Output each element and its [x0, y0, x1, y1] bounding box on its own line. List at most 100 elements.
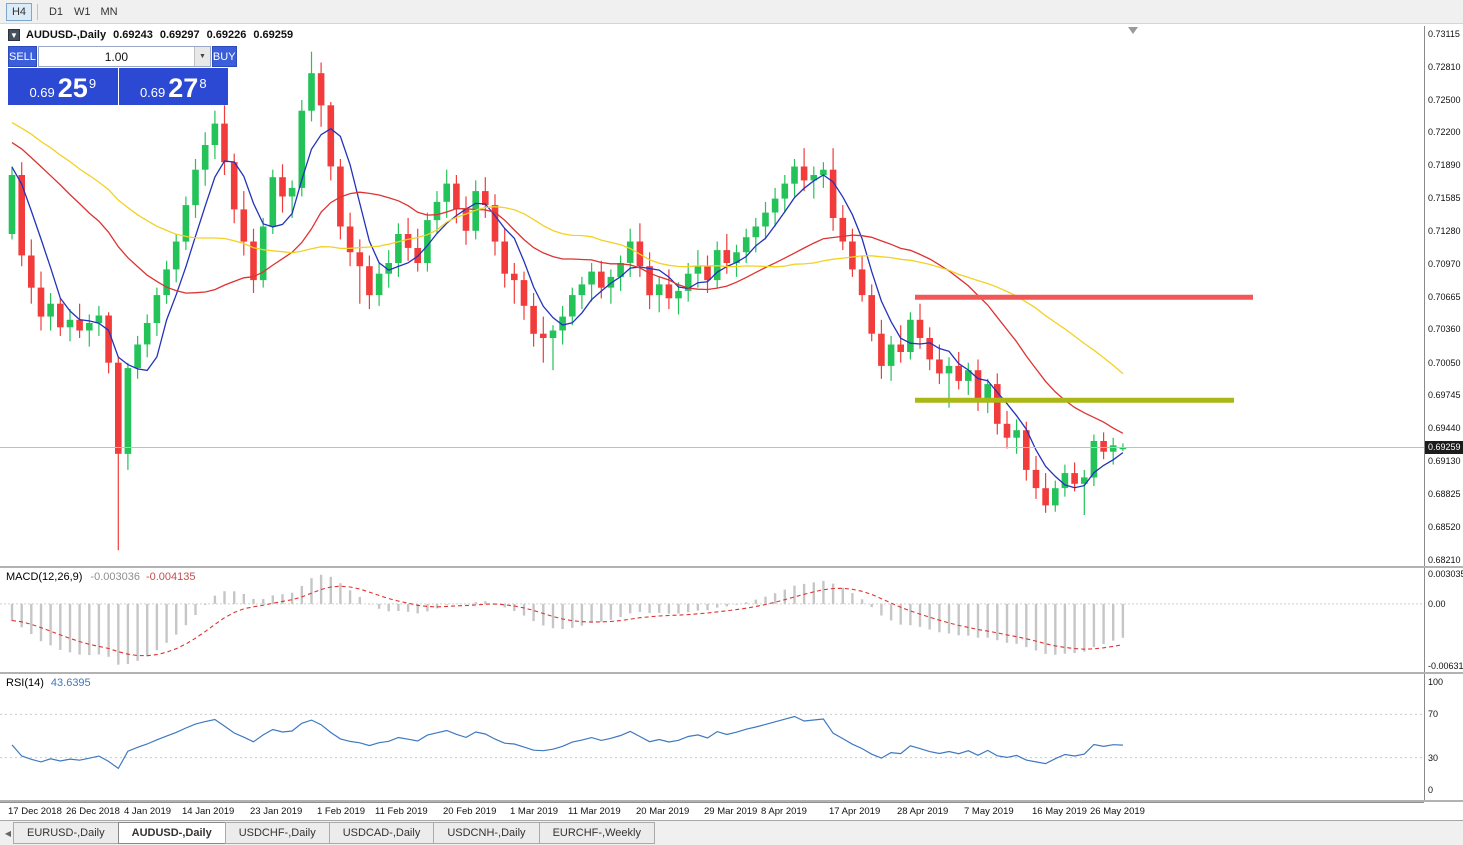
candle[interactable] [965, 362, 972, 395]
candle[interactable] [1090, 434, 1098, 487]
candle[interactable] [858, 255, 866, 302]
candle[interactable] [47, 293, 54, 331]
candle[interactable] [897, 325, 904, 363]
panel-divider-rsi-axis[interactable] [0, 800, 1463, 802]
chart-shift-marker-icon[interactable] [1128, 27, 1138, 34]
candle[interactable] [878, 319, 885, 379]
candle[interactable] [1100, 432, 1107, 460]
chart-tab-eurusd-daily[interactable]: EURUSD-,Daily [13, 822, 119, 844]
candle[interactable] [182, 196, 190, 251]
candle[interactable] [578, 276, 586, 310]
candle[interactable] [569, 287, 576, 326]
candle[interactable] [356, 239, 364, 304]
candle[interactable] [414, 228, 421, 272]
candle[interactable] [424, 212, 431, 272]
one-click-collapse-icon[interactable]: ▼ [8, 29, 20, 41]
candle[interactable] [8, 166, 16, 240]
candle[interactable] [984, 378, 991, 414]
chart-tab-eurchf-weekly[interactable]: EURCHF-,Weekly [538, 822, 655, 844]
rsi-scale[interactable]: 100 70 30 0 [1424, 674, 1463, 800]
candle[interactable] [443, 169, 450, 218]
candle[interactable] [849, 228, 856, 277]
candle[interactable] [530, 293, 537, 347]
candle[interactable] [230, 153, 238, 224]
candle[interactable] [221, 105, 228, 175]
candle[interactable] [684, 263, 692, 302]
candle[interactable] [1032, 456, 1040, 499]
candle[interactable] [1023, 421, 1030, 481]
timeframe-button-w1[interactable]: W1 [74, 5, 91, 18]
volume-input[interactable] [38, 47, 194, 66]
candle[interactable] [269, 169, 277, 234]
candle[interactable] [491, 194, 499, 256]
macd-indicator-chart[interactable] [0, 568, 1424, 672]
candle[interactable] [366, 255, 373, 310]
sell-button[interactable]: SELL [8, 46, 37, 67]
candlestick-chart[interactable] [0, 26, 1424, 566]
candle[interactable] [308, 51, 315, 122]
candle[interactable] [540, 316, 547, 363]
tab-scroll-left-icon[interactable]: ◀ [4, 828, 12, 838]
chart-tab-usdcnh-daily[interactable]: USDCNH-,Daily [433, 822, 540, 844]
candle[interactable] [124, 362, 132, 470]
candle[interactable] [520, 271, 528, 320]
candle[interactable] [57, 298, 64, 336]
candle[interactable] [762, 201, 769, 240]
candle[interactable] [733, 244, 740, 277]
candle[interactable] [588, 263, 595, 302]
volume-dropdown-icon[interactable]: ▼ [193, 47, 210, 66]
candle[interactable] [1081, 469, 1088, 515]
candle[interactable] [994, 373, 1001, 435]
candle[interactable] [201, 132, 209, 186]
candle[interactable] [1003, 410, 1011, 449]
candle[interactable] [395, 223, 402, 277]
candle[interactable] [346, 212, 354, 267]
candle[interactable] [713, 241, 721, 288]
candle[interactable] [955, 352, 962, 390]
candle[interactable] [385, 250, 392, 288]
candle[interactable] [279, 164, 286, 213]
candle[interactable] [810, 166, 818, 199]
panel-divider-main-macd[interactable] [0, 566, 1463, 568]
candle[interactable] [926, 327, 933, 371]
candle[interactable] [115, 357, 122, 551]
candle[interactable] [607, 269, 615, 304]
candle[interactable] [37, 271, 45, 331]
rsi-indicator-chart[interactable] [0, 674, 1424, 800]
candle[interactable] [327, 102, 335, 181]
candle[interactable] [704, 255, 711, 294]
candle[interactable] [839, 205, 847, 251]
panel-divider-macd-rsi[interactable] [0, 672, 1463, 674]
candle[interactable] [76, 303, 83, 338]
candle[interactable] [549, 325, 557, 371]
candle[interactable] [95, 305, 103, 336]
candle[interactable] [501, 228, 508, 288]
candle[interactable] [1052, 480, 1059, 512]
buy-button[interactable]: BUY [211, 46, 237, 67]
candle[interactable] [105, 312, 112, 374]
candle[interactable] [153, 287, 161, 336]
candle[interactable] [337, 159, 344, 240]
candle[interactable] [665, 269, 673, 310]
candle[interactable] [974, 359, 982, 411]
candle[interactable] [375, 263, 383, 306]
candle[interactable] [771, 187, 779, 227]
price-scale[interactable]: 0.73115 0.72810 0.72500 0.72200 0.71890 0.715… [1424, 26, 1463, 566]
time-axis[interactable]: 17 Dec 2018 26 Dec 2018 4 Jan 2019 14 Jan 2… [0, 802, 1424, 820]
candle[interactable] [462, 196, 470, 245]
candle[interactable] [752, 217, 760, 253]
candle[interactable] [163, 260, 170, 304]
candle[interactable] [1061, 464, 1069, 497]
timeframe-button-d1[interactable]: D1 [48, 5, 64, 18]
candle[interactable] [482, 177, 489, 218]
candle[interactable] [240, 191, 248, 256]
candle[interactable] [742, 228, 750, 263]
candle[interactable] [1071, 462, 1078, 492]
candle[interactable] [598, 260, 605, 299]
chart-tab-usdcad-daily[interactable]: USDCAD-,Daily [328, 822, 435, 844]
candle[interactable] [791, 159, 798, 197]
candle[interactable] [317, 62, 325, 127]
candle[interactable] [250, 228, 257, 293]
candle[interactable] [143, 314, 151, 358]
candle[interactable] [259, 217, 267, 288]
